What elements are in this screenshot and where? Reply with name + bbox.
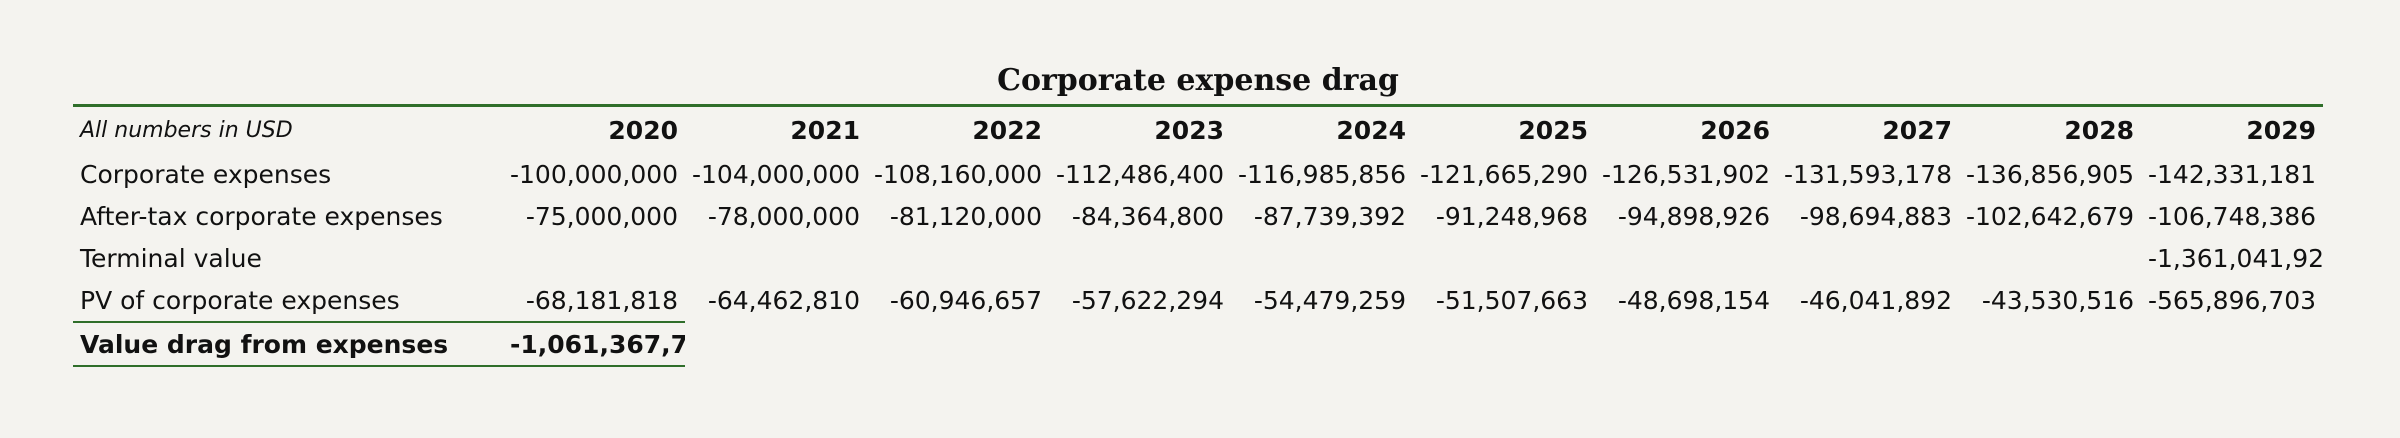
expense-table: All numbers in USD 2020 2021 2022 2023 2… <box>73 104 2323 367</box>
table-cell: -94,898,926 <box>1617 201 1770 231</box>
table-cell: -112,486,400 <box>1056 159 1225 189</box>
total-row: Value drag from expenses -1,061,367,766 <box>73 321 2323 367</box>
table-cell: -75,000,000 <box>525 201 678 231</box>
table-cell: -106,748,386 <box>2148 201 2317 231</box>
table-row: PV of corporate expenses -68,181,818 -64… <box>73 279 2323 322</box>
row-label: Corporate expenses <box>80 159 332 189</box>
table-cell: -91,248,968 <box>1435 201 1588 231</box>
table-row: Corporate expenses -100,000,000 -104,000… <box>73 153 2323 195</box>
year-header: 2025 <box>1518 115 1588 145</box>
table-cell: -98,694,883 <box>1799 201 1952 231</box>
row-label: Terminal value <box>80 243 262 273</box>
table-cell: -126,531,902 <box>1602 159 1771 189</box>
table-cell <box>1959 237 2141 279</box>
table-cell: -46,041,892 <box>1799 286 1952 315</box>
table-cell: -57,622,294 <box>1071 286 1224 315</box>
table-cell <box>1413 237 1595 279</box>
row-label: After-tax corporate expenses <box>80 201 443 231</box>
header-row: All numbers in USD 2020 2021 2022 2023 2… <box>73 106 2323 154</box>
year-header: 2026 <box>1700 115 1770 145</box>
table-cell: -116,985,856 <box>1238 159 1407 189</box>
table-cell: -142,331,181 <box>2148 159 2317 189</box>
unit-note: All numbers in USD <box>80 117 293 143</box>
table-cell <box>1049 237 1231 279</box>
table-cell <box>1595 237 1777 279</box>
table-cell: -64,462,810 <box>707 286 860 315</box>
table-cell: -60,946,657 <box>889 286 1042 315</box>
table-cell: -108,160,000 <box>874 159 1043 189</box>
year-header: 2024 <box>1336 115 1406 145</box>
table-cell: -102,642,679 <box>1966 201 2135 231</box>
table-cell: -87,739,392 <box>1253 201 1406 231</box>
year-header: 2027 <box>1882 115 1952 145</box>
table-cell: -131,593,178 <box>1784 159 1953 189</box>
table-cell: -54,479,259 <box>1253 286 1406 315</box>
table-cell: -565,896,703 <box>2148 286 2317 315</box>
year-header: 2023 <box>1154 115 1224 145</box>
year-header: 2022 <box>972 115 1042 145</box>
table-cell: -48,698,154 <box>1617 286 1770 315</box>
table-row: Terminal value -1,361,041,921 <box>73 237 2323 279</box>
table-row: After-tax corporate expenses -75,000,000… <box>73 195 2323 237</box>
table-cell <box>503 237 685 279</box>
table-cell: -43,530,516 <box>1981 286 2134 315</box>
year-header: 2028 <box>2064 115 2134 145</box>
table-cell: -100,000,000 <box>510 159 679 189</box>
table-cell: -104,000,000 <box>692 159 861 189</box>
year-header: 2020 <box>608 115 678 145</box>
table-cell <box>685 237 867 279</box>
table-cell: -51,507,663 <box>1435 286 1588 315</box>
table-cell: -121,665,290 <box>1420 159 1589 189</box>
table-cell: -81,120,000 <box>889 201 1042 231</box>
year-header: 2021 <box>790 115 860 145</box>
table-cell: -136,856,905 <box>1966 159 2135 189</box>
row-label: PV of corporate expenses <box>80 285 400 315</box>
table-cell: -78,000,000 <box>707 201 860 231</box>
table-cell: -68,181,818 <box>525 285 678 315</box>
total-value: -1,061,367,766 <box>503 321 685 367</box>
table-cell: -84,364,800 <box>1071 201 1224 231</box>
table-title: Corporate expense drag <box>997 63 1399 98</box>
table-cell: -1,361,041,921 <box>2148 243 2323 273</box>
total-label: Value drag from expenses <box>73 321 503 367</box>
expense-table-panel: Corporate expense drag All numbers in US… <box>73 58 2323 367</box>
table-cell <box>867 237 1049 279</box>
year-header: 2029 <box>2246 115 2316 145</box>
table-cell <box>1777 237 1959 279</box>
table-cell <box>1231 237 1413 279</box>
